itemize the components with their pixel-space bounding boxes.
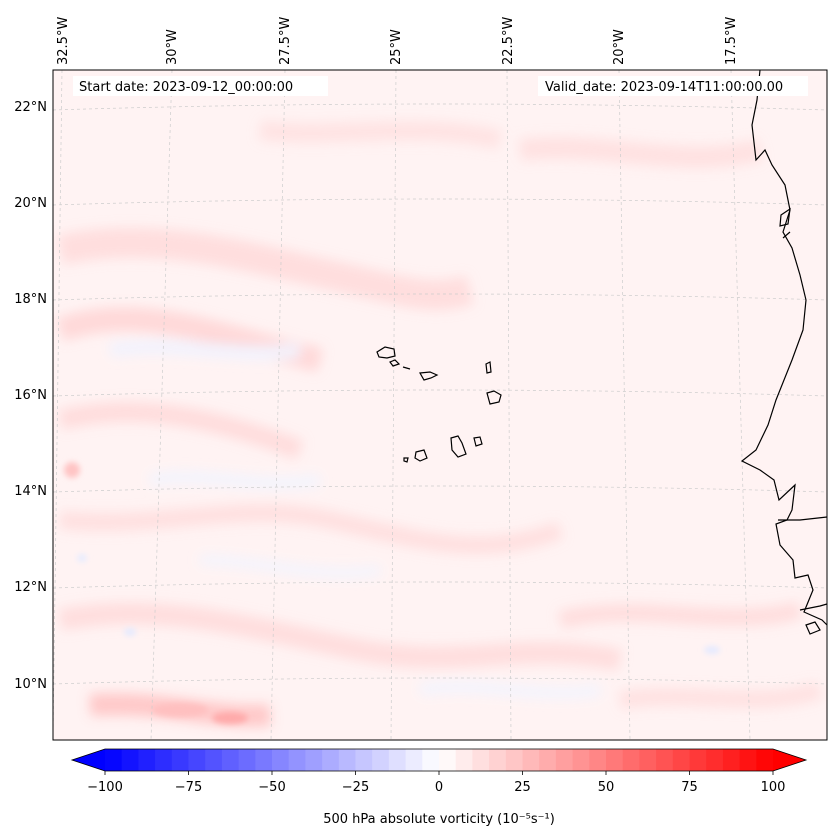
colorbar-tick-label: 100	[761, 780, 786, 795]
vorticity-shading	[55, 120, 823, 727]
vorticity-field-background	[53, 70, 827, 740]
lon-label-30w: 30°W	[165, 29, 180, 65]
meridian-32-5w	[53, 70, 63, 740]
colorbar-min-extension	[72, 749, 105, 771]
colorbar-segment	[272, 749, 290, 771]
lon-label-25w: 25°W	[389, 29, 404, 65]
lat-label-14n: 14°N	[14, 484, 47, 499]
map-panel: Start date: 2023-09-12_00:00:00 Valid_da…	[14, 17, 828, 741]
colorbar-segment	[405, 749, 423, 771]
parallel-20n	[53, 198, 827, 206]
colorbar-segment	[305, 749, 323, 771]
colorbar-ticks: −100 −75 −50 −25 0 25 50 75 100	[87, 771, 785, 795]
meridian-27-5w	[270, 70, 286, 740]
colorbar-segment	[255, 749, 273, 771]
colorbar-segment	[656, 749, 674, 771]
latitude-labels: 22°N 20°N 18°N 16°N 14°N 12°N 10°N	[14, 100, 47, 692]
colorbar-segment	[105, 749, 123, 771]
colorbar-max-extension	[773, 749, 806, 771]
colorbar-segment	[505, 749, 524, 771]
colorbar-segment	[739, 749, 757, 771]
lon-label-22-5w: 22.5°W	[501, 17, 516, 65]
lat-label-20n: 20°N	[14, 196, 47, 211]
colorbar-segment	[589, 749, 607, 771]
colorbar-segment	[338, 749, 357, 771]
colorbar-segment	[422, 749, 440, 771]
lat-label-10n: 10°N	[14, 677, 47, 692]
lon-label-32-5w: 32.5°W	[56, 17, 71, 65]
colorbar-segment	[722, 749, 741, 771]
colorbar-tick-label: 25	[514, 780, 531, 795]
parallel-12n	[53, 581, 827, 589]
colorbar-segment	[472, 749, 490, 771]
valid-date-box	[538, 76, 808, 96]
start-date-label: Start date: 2023-09-12_00:00:00	[79, 80, 293, 95]
valid-date-label: Valid_date: 2023-09-14T11:00:00.00	[545, 80, 783, 95]
colorbar-segment	[238, 749, 256, 771]
colorbar-segment	[388, 749, 407, 771]
colorbar-tick-label: 50	[598, 780, 615, 795]
colorbar-segment	[221, 749, 240, 771]
colorbar-segment	[522, 749, 540, 771]
colorbar-segment	[539, 749, 557, 771]
lon-label-20w: 20°W	[612, 29, 627, 65]
colorbar-segment	[639, 749, 657, 771]
colorbar-segment	[706, 749, 724, 771]
map-frame	[52, 69, 828, 741]
colorbar-segment	[439, 749, 457, 771]
lon-label-27-5w: 27.5°W	[278, 17, 293, 65]
colorbar-segment	[756, 749, 774, 771]
cape-verde-islands	[376, 346, 502, 463]
longitude-labels: 32.5°W 30°W 27.5°W 25°W 22.5°W 20°W 17.5…	[56, 17, 739, 65]
colorbar-tick-label: −50	[258, 780, 285, 795]
colorbar-segment	[555, 749, 574, 771]
africa-coastline	[740, 69, 828, 635]
meridian-20w	[618, 70, 631, 740]
lat-label-12n: 12°N	[14, 580, 47, 595]
colorbar-segment	[606, 749, 624, 771]
lat-label-18n: 18°N	[14, 292, 47, 307]
meridian-25w	[390, 70, 397, 740]
meridian-22-5w	[506, 70, 512, 740]
colorbar-segment	[489, 749, 507, 771]
parallel-14n	[53, 485, 827, 493]
meridian-30w	[150, 70, 173, 740]
colorbar-segment	[622, 749, 640, 771]
colorbar-segment	[138, 749, 156, 771]
colorbar-segment	[672, 749, 691, 771]
colorbar-segment	[205, 749, 223, 771]
colorbar-tick-label: −100	[87, 780, 123, 795]
colorbar-segment	[171, 749, 190, 771]
colorbar-segment	[288, 749, 306, 771]
colorbar-tick-label: −75	[175, 780, 202, 795]
parallel-10n	[53, 677, 827, 685]
lat-label-22n: 22°N	[14, 100, 47, 115]
colorbar-segment	[355, 749, 373, 771]
colorbar-title: 500 hPa absolute vorticity (10⁻⁵s⁻¹)	[323, 812, 555, 827]
lat-label-16n: 16°N	[14, 388, 47, 403]
lon-label-17-5w: 17.5°W	[724, 17, 739, 65]
colorbar-segment	[572, 749, 590, 771]
colorbar-segment	[121, 749, 139, 771]
colorbar-tick-label: 75	[681, 780, 698, 795]
parallel-22n	[53, 103, 827, 111]
graticule	[53, 70, 827, 740]
meridian-17-5w	[730, 70, 751, 740]
parallel-16n	[53, 389, 827, 397]
colorbar-segment	[155, 749, 173, 771]
parallel-18n	[53, 293, 827, 301]
colorbar-tick-label: 0	[435, 780, 443, 795]
colorbar-segment	[322, 749, 340, 771]
colorbar-segment	[372, 749, 390, 771]
colorbar-segment	[689, 749, 707, 771]
start-date-box	[73, 76, 328, 96]
colorbar-segments	[105, 749, 774, 771]
colorbar-segment	[455, 749, 473, 771]
colorbar-tick-label: −25	[342, 780, 369, 795]
colorbar-segment	[188, 749, 206, 771]
colorbar: −100 −75 −50 −25 0 25 50 75 100 500 hPa absolute…	[70, 748, 808, 827]
